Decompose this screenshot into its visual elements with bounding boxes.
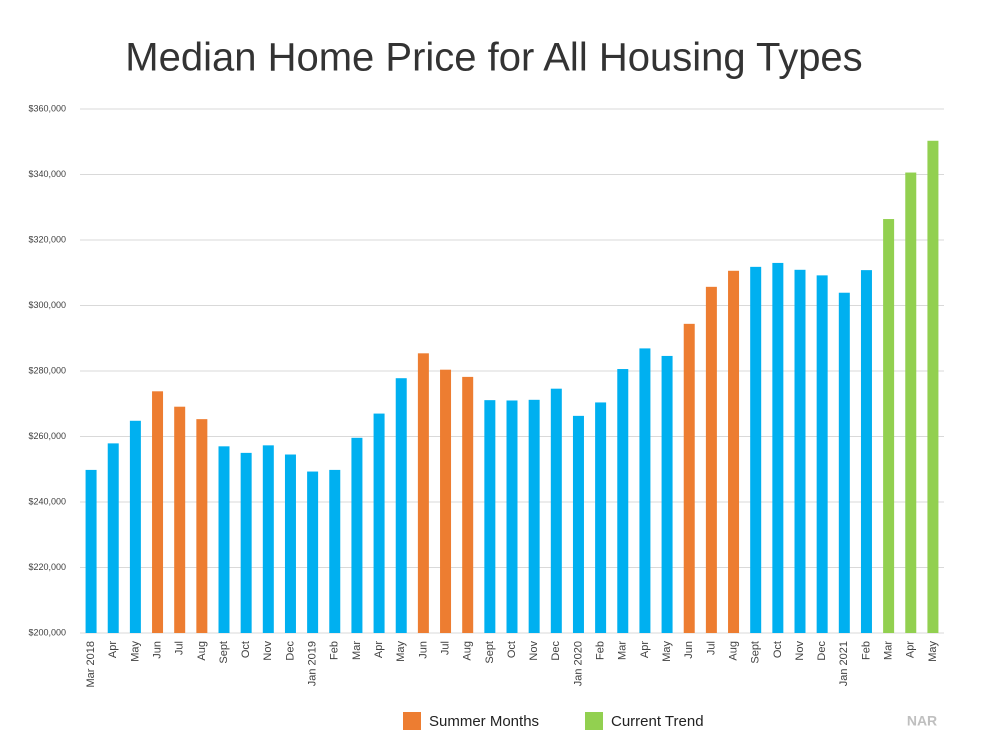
x-tick-label: Dec (816, 641, 828, 661)
x-tick-label: Sept (750, 641, 762, 664)
x-tick-label: Jan 2021 (838, 641, 850, 686)
x-tick-label: May (129, 641, 141, 662)
bar (572, 415, 584, 633)
x-tick-label: Nov (262, 641, 274, 661)
bar (661, 355, 673, 633)
bar (550, 388, 562, 633)
x-tick-label: May (395, 641, 407, 662)
bar (373, 413, 385, 633)
bar (816, 275, 828, 633)
x-tick-label: Apr (373, 641, 385, 658)
y-tick-label: $200,000 (28, 627, 66, 637)
bar (152, 391, 164, 633)
legend-swatch (585, 712, 603, 730)
bar (240, 452, 252, 633)
x-tick-label: Feb (329, 641, 341, 660)
x-tick-label: Apr (107, 641, 119, 658)
x-tick-label: Jul (705, 641, 717, 655)
x-tick-label: Jan 2019 (307, 641, 319, 686)
x-tick-label: Apr (639, 641, 651, 658)
x-tick-label: Mar (617, 641, 629, 660)
x-tick-label: Jun (683, 641, 695, 659)
y-tick-label: $220,000 (28, 562, 66, 572)
bar (595, 402, 607, 633)
x-tick-label: Jul (174, 641, 186, 655)
x-tick-label: Nov (528, 641, 540, 661)
source: NAR (907, 713, 937, 729)
x-tick-label: Aug (462, 641, 474, 661)
bar (905, 172, 917, 633)
bar (528, 399, 540, 633)
x-tick-label: May (661, 641, 673, 662)
bar (107, 443, 119, 633)
y-tick-label: $360,000 (28, 103, 66, 113)
x-tick-label: May (927, 641, 939, 662)
x-tick-label: Oct (506, 641, 518, 658)
x-tick-label: Mar 2018 (85, 641, 97, 687)
x-tick-label: Jun (151, 641, 163, 659)
bar (728, 270, 740, 633)
x-tick-label: Jan 2020 (572, 641, 584, 686)
x-tick-label: Oct (772, 641, 784, 658)
x-tick-label: Jul (439, 641, 451, 655)
bar (772, 262, 784, 633)
x-tick-label: Dec (284, 641, 296, 661)
x-tick-label: Nov (794, 641, 806, 661)
bar (794, 269, 806, 633)
bar (218, 446, 230, 633)
y-tick-label: $300,000 (28, 300, 66, 310)
legend-swatch (403, 712, 421, 730)
x-tick-label: Apr (905, 641, 917, 658)
y-tick-label: $280,000 (28, 365, 66, 375)
bar (484, 400, 496, 633)
x-tick-label: Feb (860, 641, 872, 660)
bar (860, 270, 872, 633)
bar (196, 419, 208, 633)
bar (883, 219, 895, 634)
x-tick-label: Jun (417, 641, 429, 659)
bar (262, 445, 274, 633)
bar (284, 454, 296, 633)
bar (395, 378, 407, 633)
y-tick-label: $240,000 (28, 496, 66, 506)
x-tick-label: Sept (484, 641, 496, 664)
bar (639, 348, 651, 633)
y-tick-label: $340,000 (28, 169, 66, 179)
bar (85, 469, 97, 633)
bar (440, 369, 452, 633)
x-tick-label: Mar (883, 641, 895, 660)
bar (750, 266, 762, 633)
y-tick-label: $260,000 (28, 431, 66, 441)
legend-label: Current Trend (611, 713, 704, 730)
legend-label: Summer Months (429, 713, 539, 730)
x-tick-label: Aug (727, 641, 739, 661)
bar (683, 323, 695, 633)
bar (838, 292, 850, 633)
bar (351, 437, 363, 633)
bar (417, 353, 429, 633)
bar (329, 469, 341, 633)
bar (506, 400, 518, 633)
bar (129, 420, 141, 633)
x-tick-label: Dec (550, 641, 562, 661)
bar (174, 406, 186, 633)
y-tick-label: $320,000 (28, 234, 66, 244)
x-tick-label: Oct (240, 641, 252, 658)
x-tick-label: Aug (196, 641, 208, 661)
x-tick-label: Sept (218, 641, 230, 664)
x-tick-label: Mar (351, 641, 363, 660)
x-tick-label: Feb (595, 641, 607, 660)
bar (617, 369, 629, 633)
bar (927, 140, 939, 633)
chart-title: Median Home Price for All Housing Types (125, 36, 862, 80)
bar (307, 471, 319, 633)
bar (462, 376, 474, 633)
bar (705, 286, 717, 633)
